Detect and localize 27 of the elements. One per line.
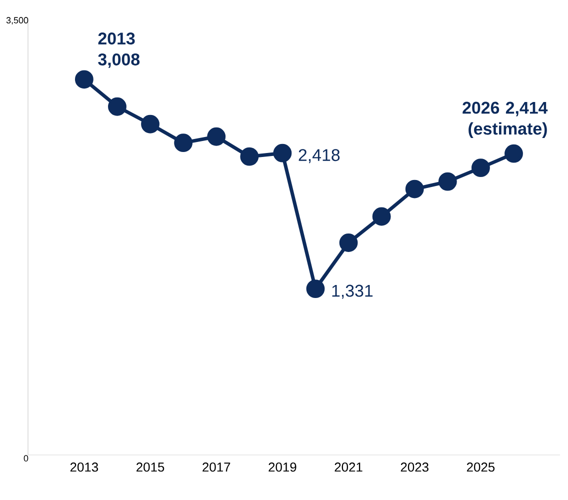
y-tick-label: 0 [24,455,28,462]
point [273,144,292,162]
point [141,114,160,134]
point [174,134,193,152]
annotation: 2013 3,008 [98,32,140,68]
y-tick-label: 3,500 [6,17,28,24]
point [471,158,490,178]
x-tick-label: 2023 [400,462,428,472]
x-tick-label: 2025 [466,462,495,472]
point [504,144,523,163]
annotation: 1,331 [332,284,373,299]
annotation: 2026 2,414 (estimate) [462,102,548,138]
point [438,172,457,191]
x-tick-label: 2021 [334,462,362,472]
x-tick-label: 2015 [136,462,164,472]
point [372,207,391,226]
point [240,147,259,166]
point [306,280,325,298]
annotation: 2,418 [298,149,340,164]
point [207,127,226,146]
x-tick-label: 2019 [268,462,296,472]
point [74,70,94,89]
x-tick-label: 2013 [70,462,98,472]
x-tick-label: 2017 [202,462,230,472]
point [339,234,358,252]
point [405,180,424,198]
point [108,97,126,116]
